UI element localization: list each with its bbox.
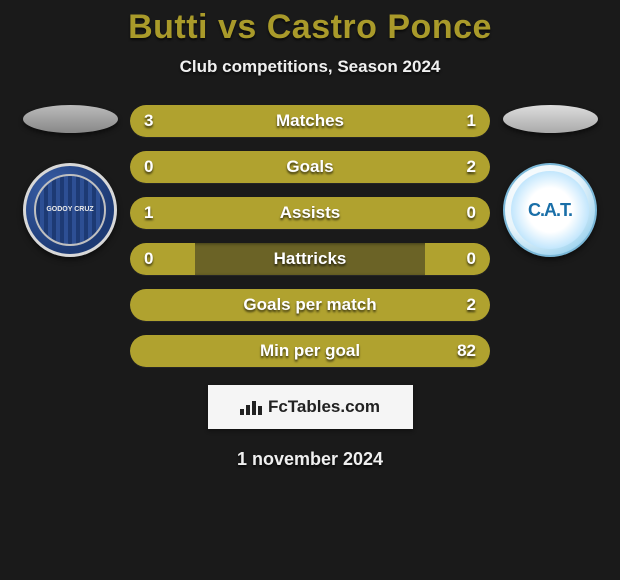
headline: Butti vs Castro Ponce bbox=[128, 8, 492, 47]
stat-value-right: 1 bbox=[467, 111, 476, 131]
right-team-crest: C.A.T. bbox=[503, 163, 597, 257]
left-side: GODOY CRUZ bbox=[10, 105, 130, 257]
vs-separator: vs bbox=[218, 8, 257, 46]
player2-name: Castro Ponce bbox=[267, 8, 492, 46]
stat-label: Matches bbox=[130, 111, 490, 131]
main-row: GODOY CRUZ 3Matches10Goals21Assists00Hat… bbox=[0, 105, 620, 367]
stat-bar: 0Goals2 bbox=[130, 151, 490, 183]
stat-bar: Goals per match2 bbox=[130, 289, 490, 321]
brand-icon-bar bbox=[240, 409, 244, 415]
left-flag-ellipse bbox=[23, 105, 118, 133]
right-flag-ellipse bbox=[503, 105, 598, 133]
stat-label: Min per goal bbox=[130, 341, 490, 361]
brand-bars-icon bbox=[240, 399, 262, 415]
stat-value-right: 82 bbox=[457, 341, 476, 361]
stats-column: 3Matches10Goals21Assists00Hattricks0Goal… bbox=[130, 105, 490, 367]
stat-value-right: 0 bbox=[467, 249, 476, 269]
stat-bar: Min per goal82 bbox=[130, 335, 490, 367]
left-crest-text: GODOY CRUZ bbox=[46, 206, 93, 214]
player1-name: Butti bbox=[128, 8, 208, 46]
right-crest-text: C.A.T. bbox=[528, 200, 572, 221]
brand-icon-bar bbox=[246, 405, 250, 415]
stat-bar: 0Hattricks0 bbox=[130, 243, 490, 275]
date-line: 1 november 2024 bbox=[237, 449, 383, 470]
brand-text: FcTables.com bbox=[268, 397, 380, 417]
stat-value-right: 2 bbox=[467, 157, 476, 177]
stat-label: Goals per match bbox=[130, 295, 490, 315]
brand-icon-bar bbox=[258, 406, 262, 415]
brand-icon-bar bbox=[252, 401, 256, 415]
stat-label: Goals bbox=[130, 157, 490, 177]
stat-value-right: 2 bbox=[467, 295, 476, 315]
stat-label: Hattricks bbox=[130, 249, 490, 269]
comparison-infographic: Butti vs Castro Ponce Club competitions,… bbox=[0, 0, 620, 580]
stat-bar: 1Assists0 bbox=[130, 197, 490, 229]
brand-badge: FcTables.com bbox=[208, 385, 413, 429]
stat-value-right: 0 bbox=[467, 203, 476, 223]
left-team-crest: GODOY CRUZ bbox=[23, 163, 117, 257]
stat-bar: 3Matches1 bbox=[130, 105, 490, 137]
stat-label: Assists bbox=[130, 203, 490, 223]
right-side: C.A.T. bbox=[490, 105, 610, 257]
subtitle: Club competitions, Season 2024 bbox=[180, 57, 441, 77]
